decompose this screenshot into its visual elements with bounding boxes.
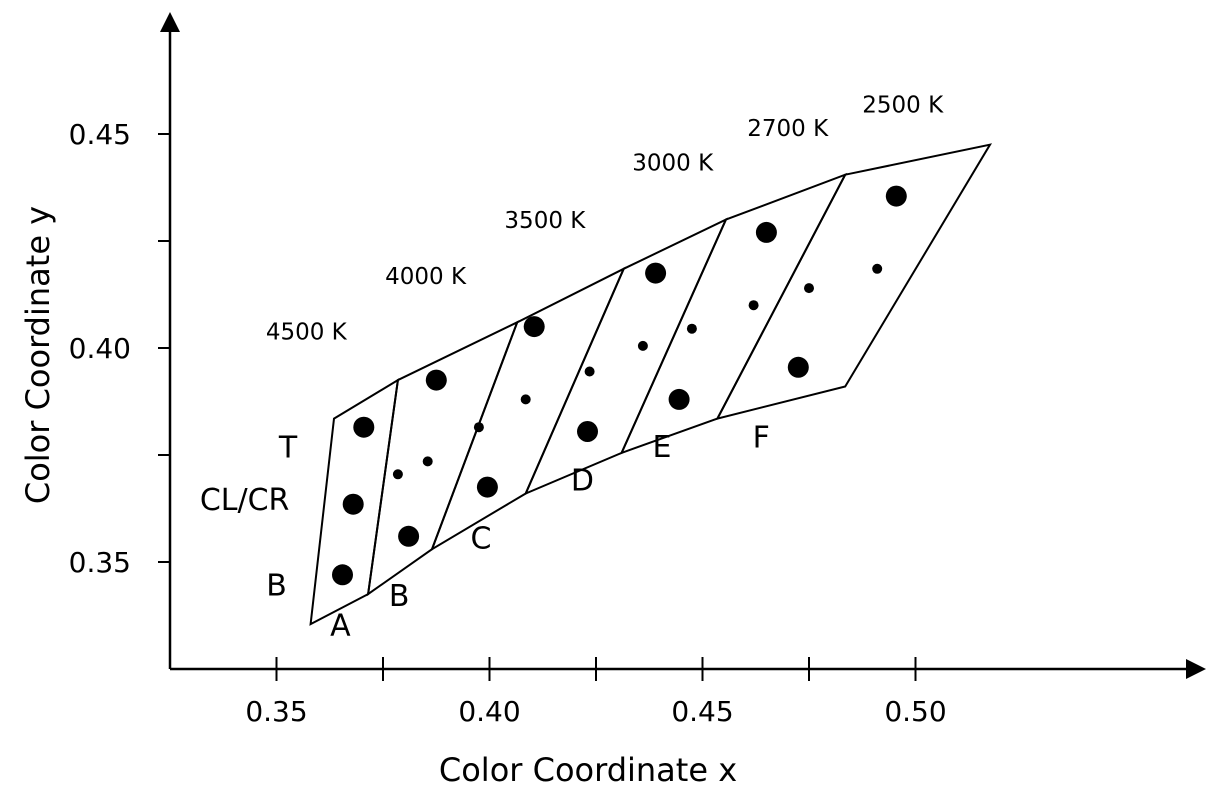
y-axis-arrowhead: [160, 12, 180, 32]
small-data-point: [473, 422, 484, 433]
bin-regions: [309, 143, 993, 626]
cct-label: 3500 K: [504, 208, 586, 234]
x-axis-arrowhead: [1186, 659, 1206, 679]
bin-label: D: [571, 464, 594, 499]
large-data-point: [668, 388, 690, 410]
cct-label: 4000 K: [385, 264, 467, 290]
bin-label: T: [278, 431, 298, 466]
small-data-point: [520, 394, 531, 405]
y-axis-title: Color Coordinate y: [19, 206, 57, 504]
small-data-point: [804, 283, 814, 294]
bin-label: F: [753, 421, 770, 456]
x-tick-label: 0.45: [671, 695, 733, 728]
bin-region-5: [715, 143, 993, 421]
large-data-point: [353, 416, 375, 438]
large-data-point: [476, 476, 498, 498]
large-data-point: [332, 564, 353, 586]
small-data-point: [872, 263, 883, 274]
large-data-point: [885, 185, 907, 207]
small-data-point: [686, 323, 697, 334]
axes: [160, 12, 1206, 679]
large-data-point: [755, 221, 777, 243]
y-tick-label: 0.45: [69, 118, 131, 151]
large-data-point: [398, 525, 420, 547]
large-data-point: [787, 356, 809, 378]
x-tick-label: 0.35: [245, 695, 307, 728]
x-tick-label: 0.40: [458, 695, 520, 728]
large-data-point: [425, 369, 447, 391]
bin-label: CL/CR: [200, 483, 290, 518]
bin-label: B: [389, 579, 410, 614]
small-data-point: [392, 469, 403, 480]
cct-label: 4500 K: [266, 319, 348, 345]
data-points: [332, 185, 907, 586]
small-data-point: [637, 340, 648, 351]
large-data-point: [342, 493, 364, 515]
bin-label: C: [471, 521, 492, 556]
x-ticks: 0.35 0.40 0.45 0.50: [245, 657, 947, 728]
x-tick-label: 0.50: [884, 695, 946, 728]
y-ticks: 0.35 0.40 0.45: [69, 118, 170, 579]
large-data-point: [577, 421, 598, 442]
bin-label: B: [266, 568, 287, 603]
bin-region-1: [366, 320, 520, 597]
bin-region-4: [619, 172, 848, 455]
y-tick-label: 0.40: [69, 332, 131, 365]
bin-region-2: [430, 266, 626, 552]
small-data-point: [422, 456, 433, 467]
y-tick-label: 0.35: [69, 546, 131, 579]
large-data-point: [523, 316, 545, 338]
bin-label: A: [330, 609, 351, 644]
cct-label: 2500 K: [862, 93, 944, 119]
large-data-point: [645, 262, 667, 284]
small-data-point: [748, 300, 759, 311]
bin-label: E: [653, 430, 672, 465]
annotations: 4500 K 4000 K 3500 K 3000 K 2700 K 2500 K T CL/…: [200, 93, 944, 644]
cct-label: 2700 K: [747, 116, 829, 142]
small-data-point: [584, 366, 595, 377]
cct-label: 3000 K: [632, 150, 714, 176]
x-axis-title: Color Coordinate x: [439, 751, 737, 785]
